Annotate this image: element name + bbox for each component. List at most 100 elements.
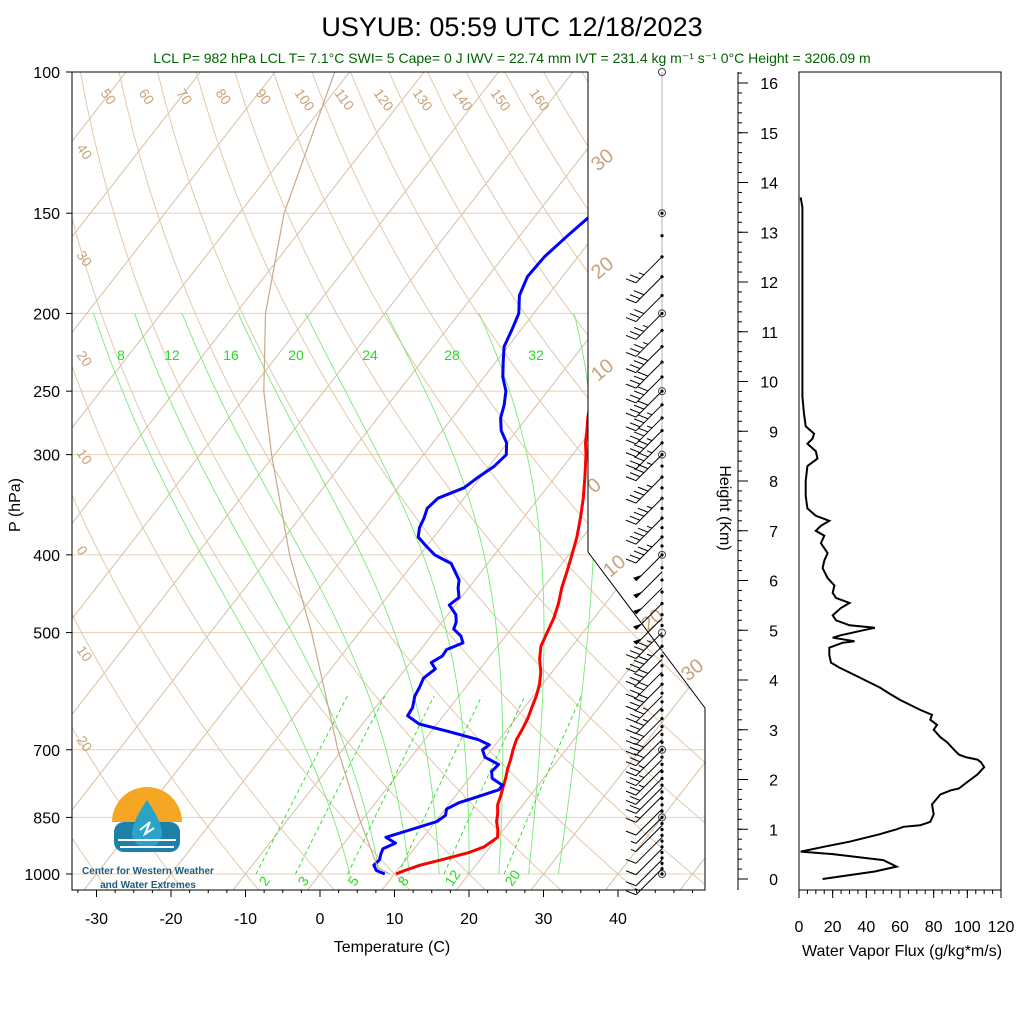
wind-barb-feather	[633, 550, 645, 556]
wind-barb-feather	[629, 535, 641, 541]
barb-point	[660, 861, 664, 865]
isotherm-label: 160	[527, 86, 554, 114]
wind-barb	[625, 313, 663, 340]
wind-barb-feather	[625, 558, 637, 564]
wind-barb	[625, 759, 663, 787]
isotherm-label: 10	[74, 643, 96, 665]
mixing-ratio-label: 5	[344, 873, 362, 889]
pressure-tick-label: 150	[33, 206, 60, 223]
barb-level-circle	[658, 68, 666, 76]
moist-adiabat-line	[181, 313, 410, 875]
barb-point	[660, 769, 664, 774]
height-axis-label: Height (Km)	[716, 465, 733, 550]
wind-barb-feather	[629, 725, 641, 730]
dry-adiabat-line	[72, 72, 185, 890]
wind-barb	[630, 825, 663, 852]
wind-barb	[625, 695, 663, 723]
isotherm-label: 10	[74, 446, 96, 468]
water-vapor-flux-line	[799, 197, 986, 880]
wind-barb-staff	[635, 295, 663, 322]
barb-point	[660, 578, 664, 582]
wind-barb-feather	[625, 464, 637, 470]
wind-barb	[625, 749, 663, 777]
wind-barb-feather	[629, 330, 641, 336]
isotherm-label: 20	[74, 348, 96, 370]
wind-barb	[625, 848, 663, 876]
wind-barb-feather	[637, 486, 649, 492]
dry-adiabat-line	[272, 72, 705, 890]
isotherm-label: 130	[410, 86, 437, 114]
moist-adiabat-label: 16	[223, 347, 239, 363]
dry-adiabat-line	[736, 72, 1024, 891]
wind-barb-staff	[635, 787, 663, 814]
wind-barb-feather	[633, 360, 645, 366]
wind-barb-feather	[633, 753, 645, 759]
wind-barb-feather	[629, 494, 641, 500]
isotherm-line	[72, 72, 648, 890]
wind-barb-feather	[625, 519, 637, 525]
barb-point	[660, 872, 664, 876]
wind-barb	[625, 808, 663, 836]
wind-barb-feather	[629, 736, 641, 742]
wind-barb-feather	[633, 326, 645, 332]
wind-barb-feather	[625, 750, 637, 756]
wind-barb-flag	[633, 574, 642, 581]
pressure-tick-label: 250	[33, 384, 60, 401]
wind-barb-feather	[625, 799, 637, 805]
wind-barb	[625, 659, 663, 686]
wind-barb-feather	[625, 881, 637, 887]
wind-barb-feather	[629, 757, 641, 763]
height-tick-label: 15	[760, 126, 778, 143]
wind-barb-feather	[633, 418, 645, 424]
flux-frame	[798, 71, 1002, 891]
pressure-tick-label: 100	[33, 65, 60, 82]
wind-barb-feather	[633, 390, 645, 396]
flux-axes: 0 20 40 60 80 100 120	[795, 890, 1014, 936]
barb-point	[660, 211, 664, 215]
dry-adiabat-line	[388, 72, 705, 890]
wind-barb	[625, 430, 663, 458]
barb-point	[660, 803, 664, 807]
wind-barb	[625, 868, 663, 896]
wind-barb-staff	[635, 390, 663, 418]
wind-barb-staff	[635, 749, 663, 777]
skewt-frame	[71, 71, 706, 891]
wind-barb	[630, 817, 663, 844]
wind-barb	[625, 787, 663, 814]
wind-barb-half-feather	[646, 640, 653, 644]
wind-barb-feather	[625, 830, 637, 836]
barb-point	[660, 827, 664, 832]
wind-barb-feather	[637, 440, 649, 446]
height-tick-label: 16	[760, 76, 778, 93]
wind-barb-feather	[625, 426, 637, 432]
dry-adiabat-label: 20	[587, 253, 618, 284]
wind-barb-half-feather	[646, 484, 653, 488]
height-tick-label: 9	[769, 424, 778, 441]
wind-barb	[625, 476, 663, 504]
wind-barb-feather	[625, 368, 637, 374]
flux-border	[798, 71, 1002, 891]
barb-point	[660, 839, 664, 843]
wind-barb-feather	[629, 435, 641, 441]
wind-barb-staff	[635, 404, 663, 432]
wind-barb-feather	[625, 771, 637, 777]
wind-barb-feather	[633, 709, 645, 715]
wind-barb-feather	[633, 685, 645, 691]
temperature-tick-label: -30	[85, 911, 108, 928]
wind-barb-feather	[625, 317, 637, 323]
wind-barb-staff	[635, 442, 663, 470]
temperature-axis-label: Temperature (C)	[334, 939, 450, 956]
isotherm-label: 100	[292, 86, 319, 114]
wind-barb-staff	[635, 817, 663, 844]
wind-barb-feather	[625, 808, 637, 814]
moist-adiabat-line	[557, 313, 596, 875]
barb-point	[660, 708, 664, 712]
wind-barb-half-feather	[642, 341, 649, 345]
wind-barb	[625, 739, 663, 767]
wind-barb-staff	[635, 497, 663, 525]
wind-barb	[625, 376, 663, 404]
wind-barb-feather	[625, 858, 637, 864]
barb-point	[660, 654, 664, 658]
dry-adiabat-line	[658, 72, 705, 890]
